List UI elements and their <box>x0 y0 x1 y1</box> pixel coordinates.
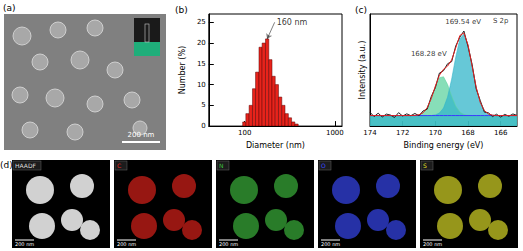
svg-text:168: 168 <box>461 129 474 137</box>
svg-text:20: 20 <box>197 39 206 47</box>
svg-text:200 nm: 200 nm <box>219 241 238 247</box>
svg-text:Binding energy (eV): Binding energy (eV) <box>404 141 484 150</box>
svg-text:172: 172 <box>396 129 409 137</box>
svg-text:Intensity (a.u.): Intensity (a.u.) <box>358 41 367 100</box>
svg-text:1000: 1000 <box>326 129 344 137</box>
svg-text:200 nm: 200 nm <box>321 241 340 247</box>
svg-text:(c): (c) <box>355 5 367 15</box>
svg-text:(a): (a) <box>3 3 16 13</box>
svg-text:(d): (d) <box>0 160 13 170</box>
svg-text:C: C <box>117 162 121 169</box>
svg-text:O: O <box>321 162 326 169</box>
svg-text:169.54 eV: 169.54 eV <box>445 18 481 26</box>
svg-text:200 nm: 200 nm <box>423 241 442 247</box>
svg-text:168.28 eV: 168.28 eV <box>411 50 447 58</box>
svg-text:HAADF: HAADF <box>15 162 37 169</box>
svg-text:S: S <box>423 162 427 169</box>
svg-text:166: 166 <box>494 129 508 137</box>
svg-text:15: 15 <box>197 60 206 68</box>
svg-text:200 nm: 200 nm <box>15 241 34 247</box>
svg-text:10: 10 <box>197 81 206 89</box>
svg-text:5: 5 <box>201 101 205 109</box>
svg-text:160 nm: 160 nm <box>277 18 308 27</box>
svg-text:200 nm: 200 nm <box>128 131 155 139</box>
svg-text:Diameter (nm): Diameter (nm) <box>246 141 305 150</box>
svg-text:100: 100 <box>238 129 251 137</box>
svg-text:170: 170 <box>429 129 442 137</box>
svg-text:174: 174 <box>363 129 377 137</box>
svg-text:Number (%): Number (%) <box>178 46 187 95</box>
svg-text:(b): (b) <box>175 5 188 15</box>
svg-text:200 nm: 200 nm <box>117 241 136 247</box>
svg-text:25: 25 <box>197 18 206 26</box>
svg-text:N: N <box>219 162 224 169</box>
svg-text:S 2p: S 2p <box>493 17 509 25</box>
svg-text:0: 0 <box>201 122 205 130</box>
